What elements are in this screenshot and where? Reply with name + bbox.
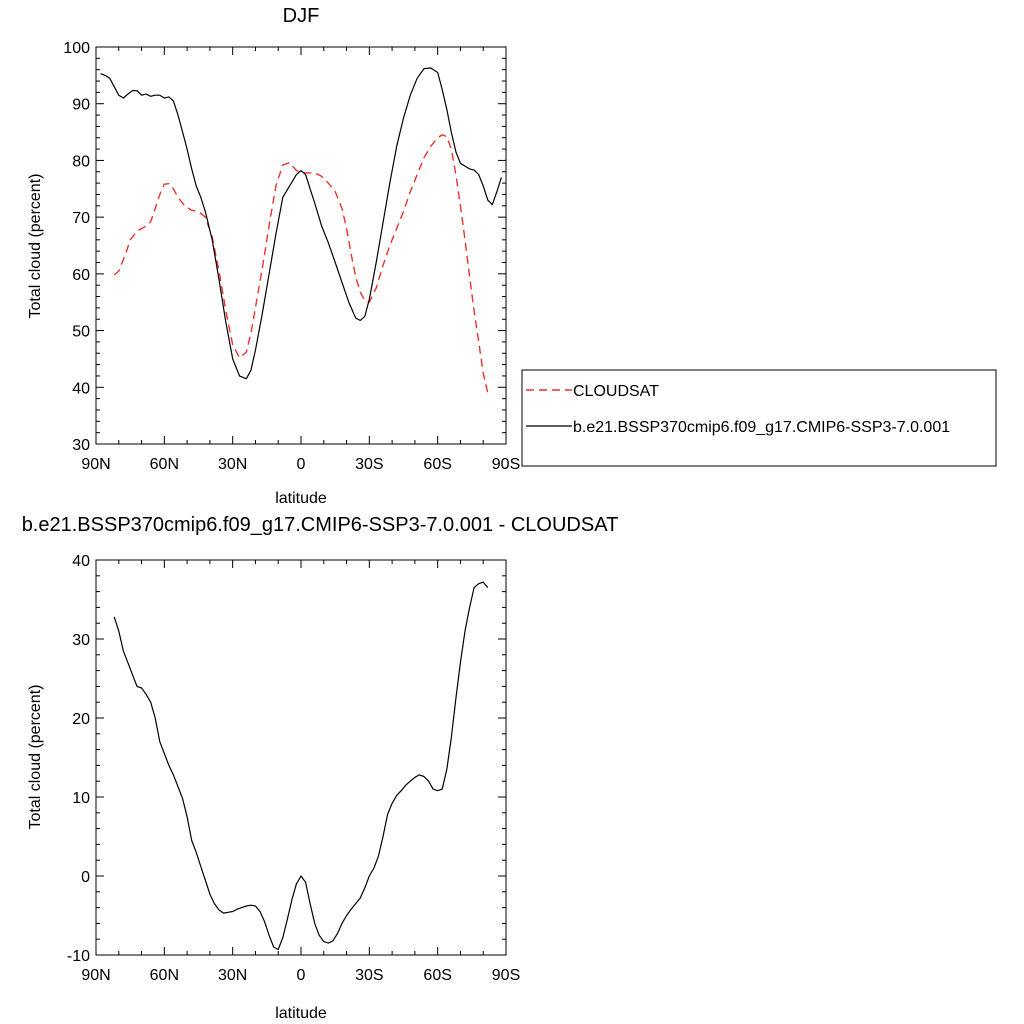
top-plot-frame <box>95 46 507 445</box>
top-panel-djf: DJF 90N 60N 30N 0 30S 60S 90S 30 40 50 60 70 80 90 100… <box>27 5 520 507</box>
bottom-x-tick-label: 30N <box>218 967 247 984</box>
top-x-tick-label: 30N <box>218 456 247 473</box>
top-y-tick-label: 80 <box>72 153 90 170</box>
top-x-tick-label: 60N <box>150 456 179 473</box>
bottom-x-tick-label: 60N <box>150 967 179 984</box>
top-series-line-0 <box>113 134 489 394</box>
bottom-series-line-0 <box>113 581 489 951</box>
legend-label-cloudsat: CLOUDSAT <box>573 383 659 400</box>
bottom-x-tick-label: 0 <box>297 967 306 984</box>
bottom-panel-difference: b.e21.BSSP370cmip6.f09_g17.CMIP6-SSP3-7.… <box>22 514 619 1022</box>
bottom-x-tick-label: 90S <box>492 967 520 984</box>
top-chart-title: DJF <box>283 5 320 27</box>
bottom-y-tick-label: 20 <box>72 711 90 728</box>
top-y-axis-label: Total cloud (percent) <box>27 174 44 319</box>
top-series-line-1 <box>100 67 502 380</box>
top-x-tick-label: 0 <box>297 456 306 473</box>
top-axis-ticks: 90N 60N 30N 0 30S 60S 90S 30 40 50 60 70 80 90 100 <box>63 40 520 473</box>
top-x-tick-label: 90N <box>81 456 110 473</box>
bottom-series-lines <box>113 581 489 951</box>
bottom-y-tick-label: 30 <box>72 632 90 649</box>
legend-label-model: b.e21.BSSP370cmip6.f09_g17.CMIP6-SSP3-7.… <box>573 419 950 436</box>
bottom-chart-title: b.e21.BSSP370cmip6.f09_g17.CMIP6-SSP3-7.… <box>22 514 619 536</box>
top-y-tick-label: 90 <box>72 97 90 114</box>
bottom-x-tick-label: 90N <box>81 967 110 984</box>
bottom-y-tick-label: -10 <box>67 948 90 965</box>
legend-box <box>521 369 997 467</box>
top-x-axis-label: latitude <box>275 490 327 507</box>
bottom-x-axis-label: latitude <box>275 1005 327 1022</box>
top-y-tick-label: 50 <box>72 324 90 341</box>
bottom-axis-ticks: 90N 60N 30N 0 30S 60S 90S -10 0 10 20 30 40 <box>67 553 520 984</box>
top-y-tick-label: 100 <box>63 40 90 57</box>
bottom-x-tick-label: 30S <box>355 967 383 984</box>
top-y-tick-label: 70 <box>72 210 90 227</box>
top-y-tick-label: 30 <box>72 437 90 454</box>
top-x-tick-label: 90S <box>492 456 520 473</box>
top-series-lines <box>100 67 502 394</box>
bottom-x-tick-label: 60S <box>423 967 451 984</box>
bottom-y-tick-label: 40 <box>72 553 90 570</box>
top-x-tick-label: 30S <box>355 456 383 473</box>
bottom-y-tick-label: 0 <box>81 869 90 886</box>
top-y-tick-label: 40 <box>72 380 90 397</box>
bottom-y-axis-label: Total cloud (percent) <box>27 685 44 830</box>
bottom-y-tick-label: 10 <box>72 790 90 807</box>
top-x-tick-label: 60S <box>423 456 451 473</box>
legend: CLOUDSAT b.e21.BSSP370cmip6.f09_g17.CMIP… <box>521 369 997 467</box>
bottom-plot-frame <box>95 559 507 956</box>
top-y-tick-label: 60 <box>72 267 90 284</box>
